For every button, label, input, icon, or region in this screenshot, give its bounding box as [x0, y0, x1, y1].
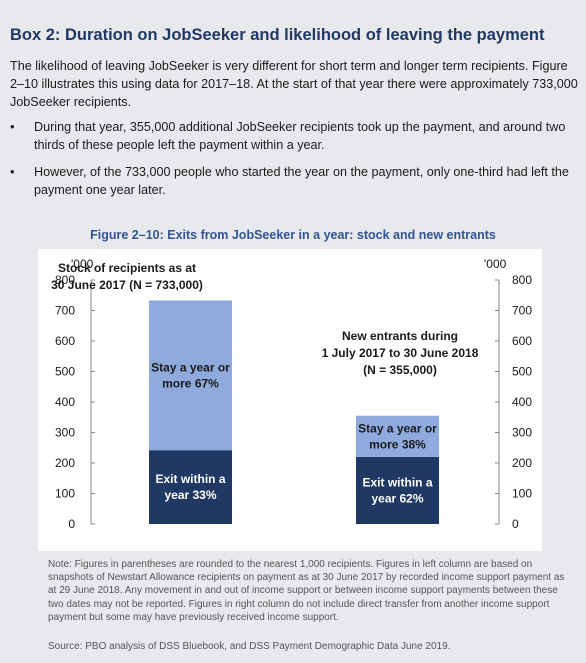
bar-segment — [149, 300, 232, 451]
bullet-list: • During that year, 355,000 additional Jo… — [10, 118, 580, 208]
category-label: 1 July 2017 to 30 June 2018 — [322, 346, 479, 360]
category-label: Stock of recipients as at — [58, 261, 196, 275]
right-tick-label: 300 — [512, 426, 532, 440]
box-title: Box 2: Duration on JobSeeker and likelih… — [10, 26, 545, 44]
left-tick-label: 100 — [55, 487, 75, 501]
segment-label: Exit within a — [155, 472, 225, 486]
left-tick-label: 600 — [55, 334, 75, 348]
bullet-text: During that year, 355,000 additional Job… — [34, 120, 566, 152]
figure-notes: Note: Figures in parentheses are rounded… — [48, 559, 565, 623]
right-axis-unit: '000 — [484, 257, 507, 271]
left-axis-unit: '000 — [71, 257, 94, 271]
left-tick-label: 400 — [55, 395, 75, 409]
right-tick-label: 700 — [512, 304, 532, 318]
segment-label: year 33% — [164, 488, 216, 502]
bullet-text: However, of the 733,000 people who start… — [34, 165, 569, 197]
segment-label: more 38% — [369, 437, 426, 451]
segment-label: Exit within a — [362, 475, 432, 489]
bullet-item: • During that year, 355,000 additional Jo… — [10, 118, 580, 154]
right-tick-label: 600 — [512, 334, 532, 348]
bar-segment — [149, 450, 232, 524]
left-tick-label: 700 — [55, 304, 75, 318]
right-tick-label: 0 — [512, 517, 519, 531]
left-tick-label: 0 — [68, 517, 75, 531]
left-tick-label: 200 — [55, 456, 75, 470]
bullet-item: • However, of the 733,000 people who star… — [10, 163, 580, 199]
chart-panel: 0 0 100 100 200 200 300 300 400 400 500 500 600 600 70… — [38, 249, 542, 551]
category-label: 30 June 2017 (N = 733,000) — [51, 278, 203, 292]
bullet-symbol: • — [10, 164, 15, 179]
stacked-bar-chart: 0 0 100 100 200 200 300 300 400 400 500 500 600 600 70… — [51, 257, 532, 531]
segment-label: year 62% — [371, 491, 423, 505]
right-tick-label: 200 — [512, 456, 532, 470]
left-tick-label: 500 — [55, 365, 75, 379]
figure-source: Source: PBO analysis of DSS Bluebook, an… — [48, 641, 451, 652]
category-label: New entrants during — [342, 329, 458, 343]
segment-label: Stay a year or — [151, 360, 230, 374]
left-tick-label: 300 — [55, 426, 75, 440]
segment-label: more 67% — [162, 376, 219, 390]
right-tick-label: 400 — [512, 395, 532, 409]
right-tick-label: 100 — [512, 487, 532, 501]
figure-title: Figure 2–10: Exits from JobSeeker in a y… — [90, 228, 496, 242]
bar-segment — [356, 415, 439, 457]
category-label: (N = 355,000) — [363, 363, 437, 377]
bar-segment — [356, 456, 439, 524]
right-tick-label: 500 — [512, 365, 532, 379]
bullet-symbol: • — [10, 119, 15, 134]
right-tick-label: 800 — [512, 273, 532, 287]
segment-label: Stay a year or — [358, 421, 437, 435]
intro-paragraph: The likelihood of leaving JobSeeker is v… — [10, 59, 578, 109]
left-tick-label: 800 — [55, 273, 75, 287]
